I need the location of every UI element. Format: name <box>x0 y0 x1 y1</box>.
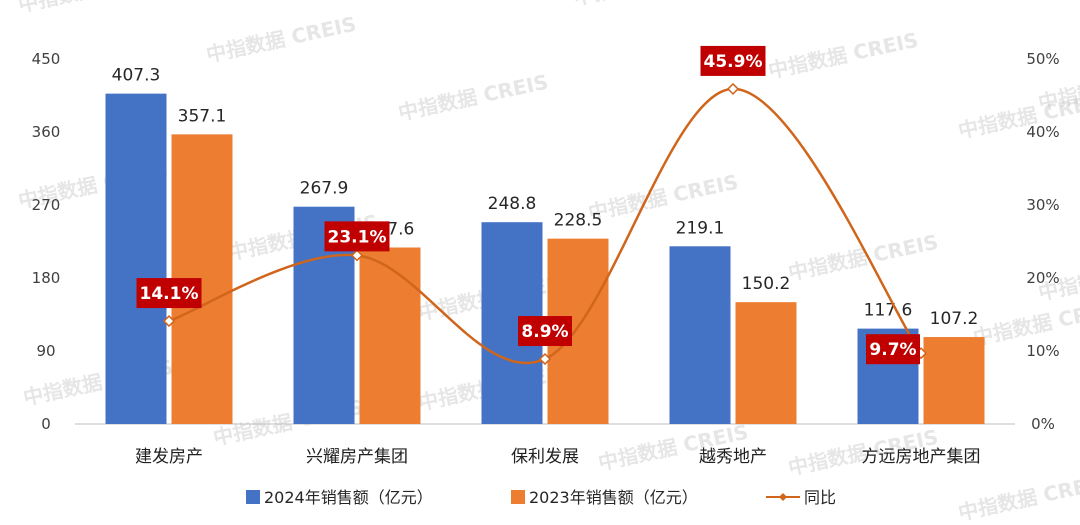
yoy-marker <box>538 352 552 366</box>
bar-2024-label: 267.9 <box>300 179 349 199</box>
y-left-tick-label: 180 <box>32 269 61 287</box>
category-label: 保利发展 <box>511 447 579 467</box>
legend-swatch-2023 <box>511 490 525 504</box>
y-left-tick-label: 0 <box>41 415 51 433</box>
bar-2023-label: 357.1 <box>178 106 227 126</box>
y-right-tick-label: 0% <box>1031 415 1055 433</box>
y-right-tick-label: 40% <box>1026 123 1059 141</box>
yoy-label: 14.1% <box>140 284 199 304</box>
y-right-tick-label: 20% <box>1026 269 1059 287</box>
watermark: 中指数据 CREIS <box>586 170 740 225</box>
yoy-label: 9.7% <box>869 340 916 360</box>
yoy-label: 23.1% <box>328 227 387 247</box>
bar-2023-label: 150.2 <box>742 274 791 294</box>
yoy-label-box <box>866 334 920 365</box>
watermark: 中指数据 CREIS <box>766 28 920 83</box>
yoy-label-box <box>700 45 766 76</box>
y-left-tick-label: 450 <box>32 50 61 68</box>
y-right-tick-label: 50% <box>1026 50 1059 68</box>
y-right-tick-label: 10% <box>1026 342 1059 360</box>
watermark: 中指数据 CREIS <box>956 470 1080 525</box>
bar-2023 <box>923 337 985 424</box>
yoy-label-box <box>136 278 202 309</box>
yoy-label-box <box>324 221 390 252</box>
legend-swatch-2024 <box>246 490 260 504</box>
y-left-tick-label: 90 <box>36 342 55 360</box>
legend-label-2023: 2023年销售额（亿元） <box>529 488 698 507</box>
bar-2024 <box>669 246 731 424</box>
category-label: 越秀地产 <box>699 447 767 467</box>
bar-2023 <box>359 247 421 424</box>
y-right-tick-label: 30% <box>1026 196 1059 214</box>
legend-marker-yoy <box>779 493 787 501</box>
bar-2024-label: 117.6 <box>864 301 913 321</box>
bar-2024 <box>105 93 167 424</box>
bar-2023 <box>735 302 797 424</box>
yoy-series: 14.1% 23.1% 8.9% 45.9% 9.7% <box>136 45 928 366</box>
category-labels: 建发房产 兴耀房产集团 保利发展 越秀地产 方远房地产集团 <box>135 447 981 467</box>
yoy-label: 45.9% <box>704 52 763 72</box>
legend-label-2024: 2024年销售额（亿元） <box>264 488 433 507</box>
bar-2023-label: 107.2 <box>930 309 979 329</box>
watermark: 中指数据 CREIS <box>204 12 358 67</box>
y-left-tick-label: 360 <box>32 123 61 141</box>
category-label: 兴耀房产集团 <box>306 447 408 467</box>
yoy-label-box <box>518 316 572 347</box>
yoy-marker <box>726 82 740 95</box>
category-label: 建发房产 <box>135 447 203 467</box>
watermark: 中指数据 CREIS <box>396 70 550 125</box>
bar-2024-label: 248.8 <box>488 194 537 214</box>
y-left-tick-label: 270 <box>32 196 61 214</box>
watermark: 中指数据 CREIS <box>16 0 170 17</box>
yoy-marker <box>350 249 364 262</box>
bar-2024-label: 407.3 <box>112 66 161 86</box>
yoy-label: 8.9% <box>521 322 568 342</box>
legend: 2024年销售额（亿元） 2023年销售额（亿元） 同比 <box>246 488 836 507</box>
legend-label-yoy: 同比 <box>804 488 836 507</box>
bar-2024-label: 219.1 <box>676 218 725 238</box>
bar-2023-label: 228.5 <box>554 211 603 231</box>
watermark: 中指数据 CREIS <box>786 230 940 285</box>
category-label: 方远房地产集团 <box>862 447 981 467</box>
watermark: 中指数据 CREIS <box>571 0 725 10</box>
yoy-marker <box>162 315 176 328</box>
